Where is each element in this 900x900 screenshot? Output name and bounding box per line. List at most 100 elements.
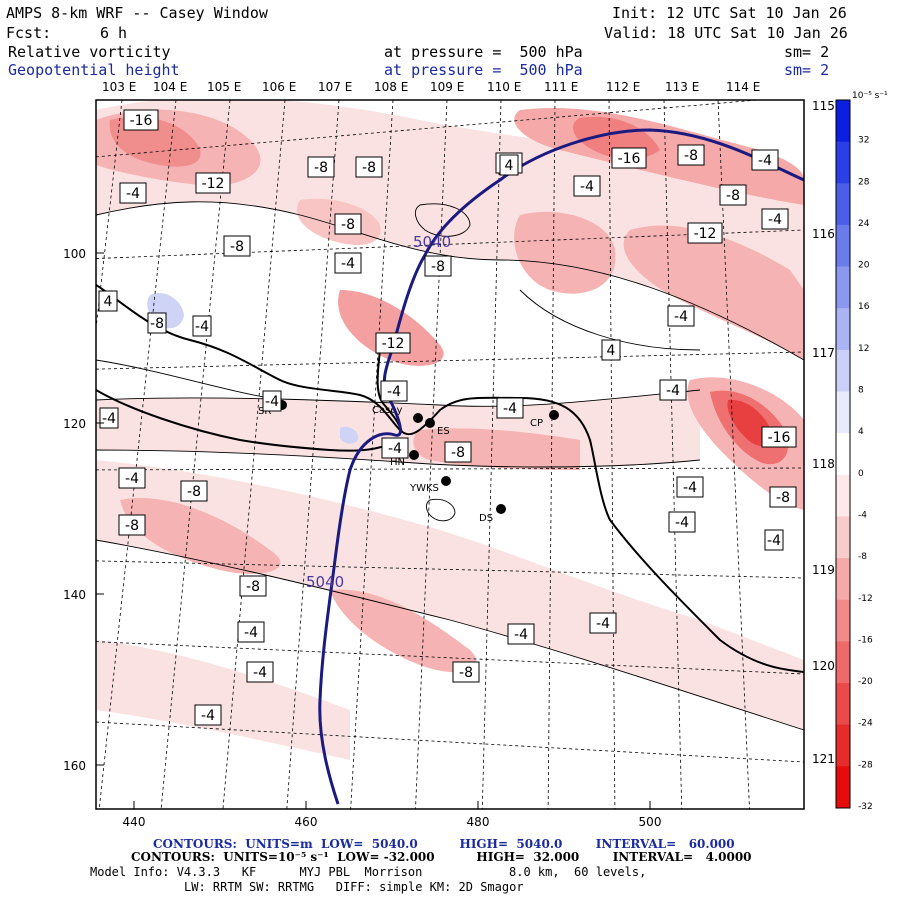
- contour-label: -8: [180, 480, 208, 502]
- colorbar-swatch: [836, 100, 850, 143]
- lon-label: 113 E: [665, 80, 699, 94]
- station-label-hn: HN: [390, 457, 405, 468]
- station-marker-cp: [549, 410, 559, 420]
- contour-label: -4: [380, 380, 408, 402]
- contour-label: -4: [119, 182, 147, 204]
- contour-label: -4: [668, 511, 696, 533]
- contour-label: -8: [307, 156, 335, 178]
- contour-label: -8: [118, 514, 146, 536]
- svg-text:-8: -8: [125, 518, 139, 534]
- svg-text:-12: -12: [382, 336, 405, 352]
- lon-label: 109 E: [430, 80, 464, 94]
- svg-text:-4: -4: [341, 256, 355, 272]
- lon-label: 114 E: [726, 80, 760, 94]
- footer-height-contours: CONTOURS: UNITS=m LOW= 5040.0 HIGH= 5040…: [153, 837, 735, 851]
- bottom-tick: 460: [295, 815, 318, 829]
- lon-label: 104 E: [153, 80, 187, 94]
- colorbar-tick-label: -24: [858, 719, 873, 729]
- contour-label: -4: [192, 315, 212, 337]
- contour-label: -4: [507, 623, 535, 645]
- contour-label: -8: [444, 441, 472, 463]
- svg-text:-4: -4: [666, 383, 680, 399]
- svg-text:-8: -8: [314, 160, 328, 176]
- colorbar-swatch: [836, 558, 850, 601]
- colorbar-tick-label: 0: [858, 469, 864, 479]
- svg-text:-4: -4: [201, 708, 215, 724]
- map-frame: [95, 99, 805, 810]
- contour-label: -4: [667, 305, 695, 327]
- contour-label: -4: [237, 621, 265, 643]
- svg-text:-4: -4: [126, 186, 140, 202]
- bottom-tick-labels: 440 460 480 500: [123, 815, 662, 829]
- station-label-ds: DS: [479, 513, 493, 524]
- contour-label: -8: [769, 486, 797, 508]
- field2-smoothing: sm= 2: [784, 61, 830, 79]
- footer-vorticity-contours: CONTOURS: UNITS=10⁻⁵ s⁻¹ LOW= -32.000 HI…: [131, 850, 752, 864]
- svg-text:-8: -8: [362, 160, 376, 176]
- colorbar-tick-label: 16: [858, 302, 870, 312]
- contour-label: -4: [194, 704, 222, 726]
- field2-level: at pressure = 500 hPa: [384, 61, 583, 79]
- svg-text:-8: -8: [776, 490, 790, 506]
- station-marker-ywks: [441, 476, 451, 486]
- colorbar-swatch: [836, 183, 850, 226]
- colorbar-tick-label: 8: [858, 386, 864, 396]
- contour-label: -8: [223, 235, 251, 257]
- svg-text:-4: -4: [758, 153, 772, 169]
- colorbar-tick-label: -16: [858, 635, 873, 645]
- contour-label: -4: [589, 612, 617, 634]
- svg-text:-4: -4: [388, 441, 402, 457]
- forecast-label: Fcst:: [6, 24, 52, 42]
- graticule: [96, 100, 804, 809]
- coastline: [96, 284, 804, 673]
- svg-text:-4: -4: [675, 515, 689, 531]
- left-tick: 140: [63, 588, 86, 602]
- svg-text:-16: -16: [618, 151, 641, 167]
- lon-label: 103 E: [102, 80, 136, 94]
- field1-name: Relative vorticity: [8, 43, 171, 61]
- svg-text:-4: -4: [102, 411, 116, 427]
- lon-label: 108 E: [374, 80, 408, 94]
- station-label-es: ES: [437, 426, 450, 437]
- svg-text:4: 4: [505, 158, 514, 174]
- svg-text:-8: -8: [459, 665, 473, 681]
- left-tick: 120: [63, 417, 86, 431]
- footer-model-info: Model Info: V4.3.3 KF MYJ PBL Morrison 8…: [90, 865, 647, 879]
- svg-text:-8: -8: [246, 579, 260, 595]
- colorbar-tick-label: 20: [858, 261, 870, 271]
- left-tick: 160: [63, 759, 86, 773]
- colorbar-swatch: [836, 474, 850, 517]
- svg-text:-4: -4: [596, 616, 610, 632]
- contour-label: -4: [262, 390, 282, 412]
- svg-text:-4: -4: [674, 309, 688, 325]
- lon-label: 110 E: [487, 80, 521, 94]
- colorbar-swatch: [836, 766, 850, 809]
- colorbar-swatch: [836, 599, 850, 642]
- valid-time: Valid: 18 UTC Sat 10 Jan 26: [604, 24, 848, 42]
- colorbar-tick-label: 4: [858, 427, 864, 437]
- contour-label: -4: [99, 407, 119, 429]
- svg-text:-8: -8: [150, 316, 164, 332]
- svg-text:-8: -8: [726, 188, 740, 204]
- colorbar-tick-label: 24: [858, 219, 870, 229]
- svg-text:-8: -8: [341, 217, 355, 233]
- svg-text:-4: -4: [503, 401, 517, 417]
- axis-ticks: [96, 252, 651, 809]
- bottom-tick: 440: [123, 815, 146, 829]
- contour-label: -4: [751, 149, 779, 171]
- colorbar-tick-label: -8: [858, 552, 867, 562]
- svg-text:-16: -16: [130, 113, 153, 129]
- svg-text:-4: -4: [253, 665, 267, 681]
- longitude-labels: 103 E 104 E 105 E 106 E 107 E 108 E 109 …: [102, 80, 760, 94]
- colorbar-swatch: [836, 266, 850, 309]
- map-title: AMPS 8-km WRF -- Casey Window: [6, 4, 268, 22]
- colorbar-tick-label: 32: [858, 136, 869, 146]
- colorbar-swatch: [836, 683, 850, 726]
- contour-label: -8: [334, 213, 362, 235]
- contour-label: -4: [334, 252, 362, 274]
- colorbar-swatch: [836, 516, 850, 559]
- contour-label: -8: [147, 312, 167, 334]
- svg-text:-4: -4: [387, 384, 401, 400]
- colorbar-tick-label: -20: [858, 677, 873, 687]
- contour-label: 4: [98, 290, 118, 312]
